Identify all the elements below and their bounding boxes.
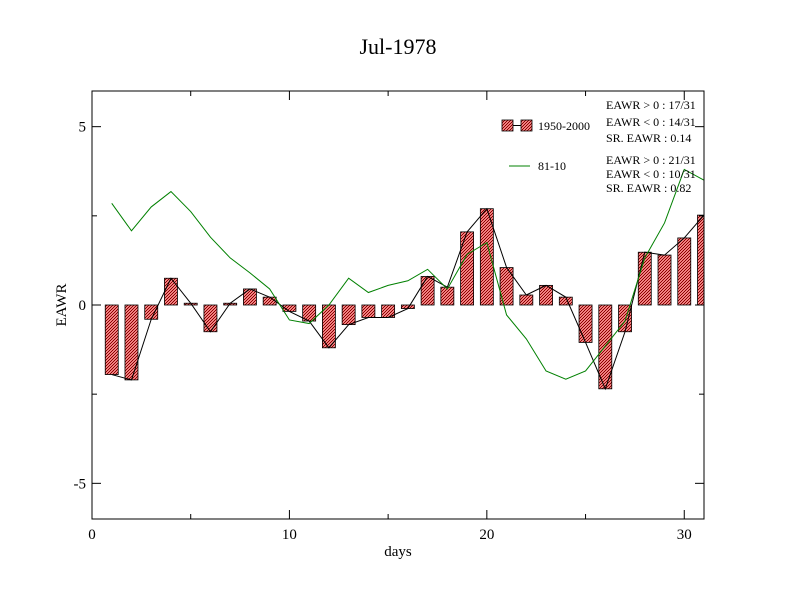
- bar-day-6: [203, 304, 218, 333]
- line-series: [111, 168, 704, 391]
- y-tick-label--5: -5: [74, 476, 87, 492]
- bar-day-22: [519, 294, 534, 306]
- bar-day-18: [440, 286, 455, 306]
- bar-day-17: [420, 276, 435, 306]
- bar-day-9: [262, 296, 277, 306]
- stats-block: EAWR > 0 : 17/31 EAWR < 0 : 14/31 SR. EA…: [606, 98, 696, 195]
- stat-1950-pos: EAWR > 0 : 17/31: [606, 98, 696, 112]
- x-tick-label-20: 20: [479, 527, 494, 543]
- bar-day-1: [104, 304, 119, 375]
- x-axis-label: days: [384, 544, 412, 560]
- bar-day-13: [341, 304, 356, 326]
- y-axis-label: EAWR: [54, 284, 70, 327]
- legend: 1950-2000 81-10: [501, 119, 590, 173]
- bar-day-3: [144, 304, 159, 320]
- bar-day-28: [637, 251, 652, 306]
- line-1950-2000: [111, 207, 704, 391]
- x-tick-label-30: 30: [677, 527, 692, 543]
- stat-8110-pos: EAWR > 0 : 21/31: [606, 153, 696, 167]
- legend-bar-swatch-b: [520, 119, 533, 132]
- bar-series: [104, 208, 704, 390]
- bar-day-2: [124, 304, 139, 381]
- stat-1950-neg: EAWR < 0 : 14/31: [606, 115, 696, 129]
- legend-label-81-10: 81-10: [538, 159, 566, 173]
- bar-day-14: [361, 304, 376, 318]
- stat-1950-sr: SR. EAWR : 0.14: [606, 131, 691, 145]
- line-81-10: [111, 168, 704, 380]
- bar-day-25: [578, 304, 593, 343]
- bar-day-31: [697, 214, 704, 306]
- bar-day-19: [460, 231, 475, 306]
- x-tick-label-0: 0: [88, 527, 96, 543]
- legend-bar-swatch-a: [501, 119, 514, 132]
- legend-label-1950-2000: 1950-2000: [538, 119, 590, 133]
- chart-title: Jul-1978: [360, 34, 437, 59]
- bar-day-29: [657, 254, 672, 306]
- y-tick-label-0: 0: [79, 298, 87, 314]
- stat-8110-neg: EAWR < 0 : 10/31: [606, 167, 696, 181]
- axis-ticks: 0 10 20 30 -5 0 5: [74, 91, 704, 543]
- stat-8110-sr: SR. EAWR : 0.82: [606, 181, 691, 195]
- bar-day-4: [164, 277, 178, 306]
- x-tick-label-10: 10: [282, 527, 297, 543]
- bar-day-27: [618, 304, 632, 333]
- y-tick-label-5: 5: [79, 120, 87, 136]
- bar-day-30: [677, 237, 692, 306]
